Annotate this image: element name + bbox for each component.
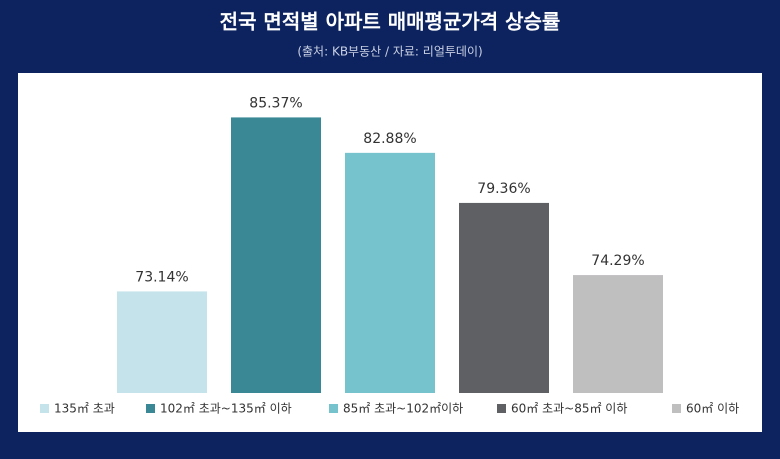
- value-label: 74.29%: [591, 253, 644, 269]
- legend-swatch: [497, 404, 506, 413]
- value-label: 85.37%: [249, 95, 302, 111]
- legend-label: 60㎡ 초과~85㎡ 이하: [511, 402, 627, 416]
- legend-swatch: [329, 404, 338, 413]
- bar: [345, 152, 435, 393]
- bar: [231, 117, 321, 393]
- bar: [573, 275, 663, 393]
- value-label: 79.36%: [477, 181, 530, 197]
- chart-title: 전국 면적별 아파트 매매평균가격 상승률: [220, 10, 561, 34]
- legend-swatch: [146, 404, 155, 413]
- legend-label: 102㎡ 초과~135㎡ 이하: [160, 402, 292, 416]
- value-label: 73.14%: [135, 269, 188, 285]
- legend-swatch: [672, 404, 681, 413]
- chart-subtitle: (출처: KB부동산 / 자료: 리얼투데이): [297, 45, 482, 59]
- value-label: 82.88%: [363, 131, 416, 147]
- bar: [117, 291, 207, 393]
- legend-label: 135㎡ 초과: [54, 402, 115, 416]
- legend-label: 60㎡ 이하: [686, 402, 739, 416]
- bar: [459, 202, 549, 393]
- legend-label: 85㎡ 초과~102㎡이하: [343, 402, 463, 416]
- legend-swatch: [40, 404, 49, 413]
